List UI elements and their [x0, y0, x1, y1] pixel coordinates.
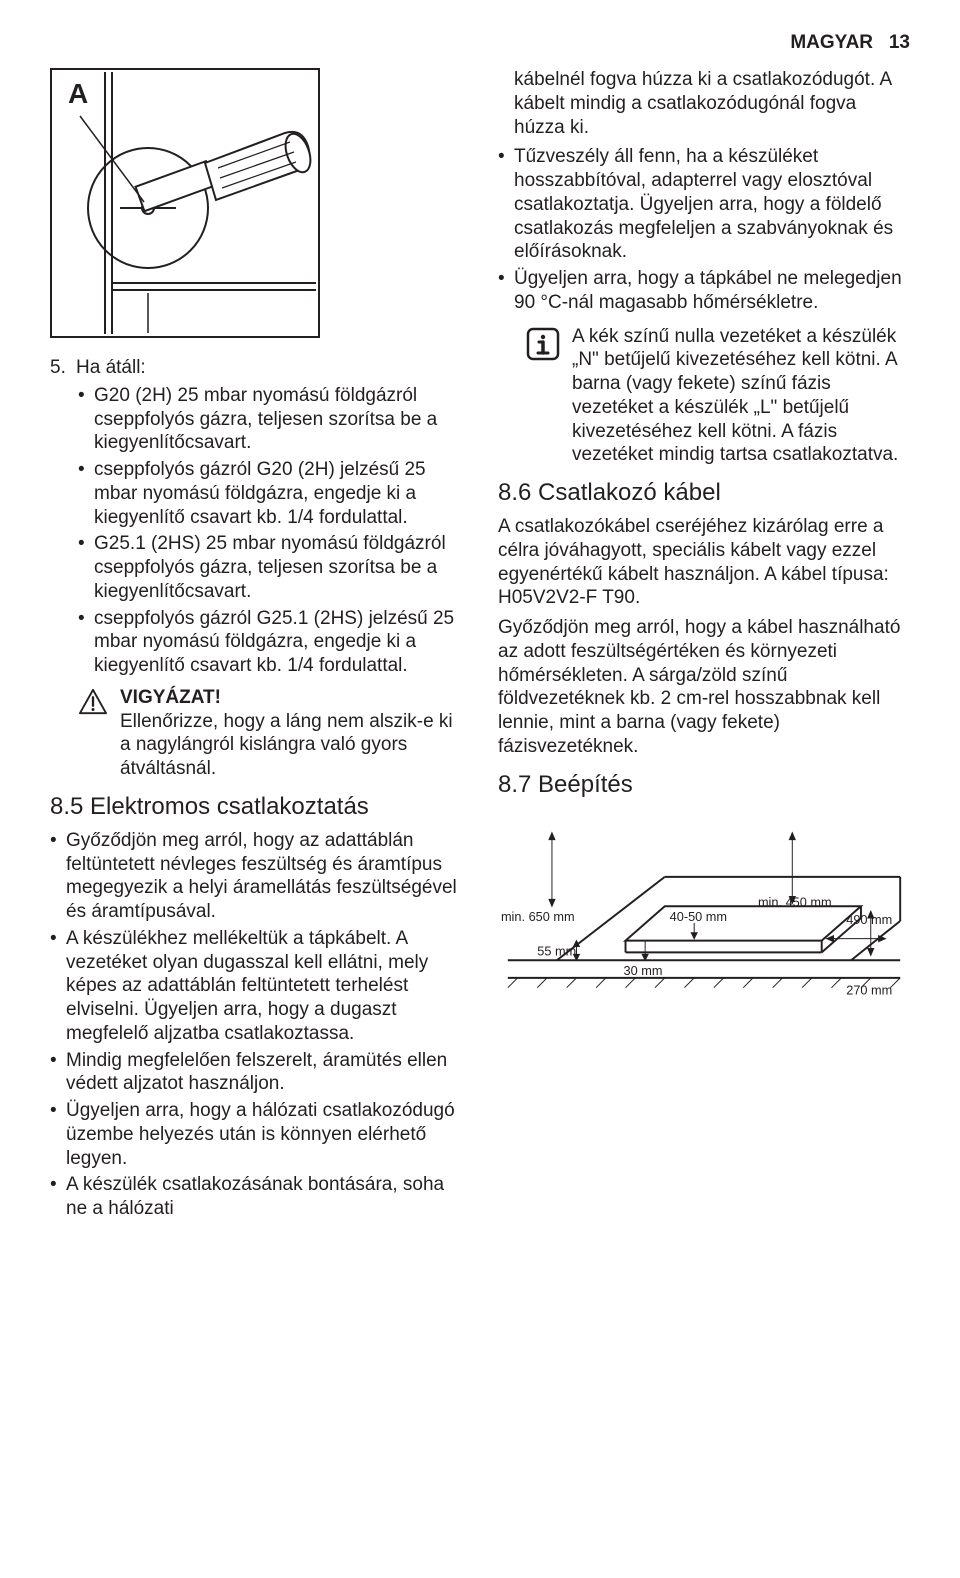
bullet-item: cseppfolyós gázról G20 (2H) jelzésű 25 m… — [78, 458, 462, 529]
figure-screwdriver: A — [50, 68, 320, 338]
warning-content: VIGYÁZAT! Ellenőrizze, hogy a láng nem a… — [120, 686, 462, 781]
bullet-item: cseppfolyós gázról G25.1 (2HS) jelzésű 2… — [78, 607, 462, 678]
dim-4050: 40-50 mm — [670, 909, 727, 924]
info-block: A kék színű nulla vezetéket a készülék „… — [526, 325, 910, 468]
figure-label-a: A — [68, 78, 88, 110]
step-5: 5. Ha átáll: — [50, 356, 462, 380]
step-5-bullets: G20 (2H) 25 mbar nyomású földgázról csep… — [78, 384, 462, 678]
continuation-text: kábelnél fogva húzza ki a csatlakozódugó… — [514, 68, 910, 139]
lang-label: MAGYAR — [790, 32, 873, 53]
warning-icon — [78, 688, 108, 781]
bullet-item: Mindig megfelelően felszerelt, áramütés … — [50, 1049, 462, 1097]
dim-270: 270 mm — [846, 982, 892, 997]
section-8-5-title: 8.5 Elektromos csatlakoztatás — [50, 793, 462, 821]
section-8-6-p1: A csatlakozókábel cseréjéhez kizárólag e… — [498, 515, 910, 610]
warning-block: VIGYÁZAT! Ellenőrizze, hogy a láng nem a… — [78, 686, 462, 781]
right-column: kábelnél fogva húzza ki a csatlakozódugó… — [498, 68, 910, 1224]
page-number: 13 — [889, 32, 910, 53]
bullet-item: A készülékhez mellékeltük a tápkábelt. A… — [50, 927, 462, 1046]
section-8-6-p2: Győződjön meg arról, hogy a kábel haszná… — [498, 616, 910, 759]
bullet-item: Ügyeljen arra, hogy a tápkábel ne melege… — [498, 267, 910, 315]
section-8-7-title: 8.7 Beépítés — [498, 771, 910, 799]
warning-title: VIGYÁZAT! — [120, 686, 462, 710]
bullet-item: A készülék csatlakozásának bontására, so… — [50, 1173, 462, 1221]
page-header: MAGYAR 13 — [50, 32, 910, 54]
bullet-item: G20 (2H) 25 mbar nyomású földgázról csep… — [78, 384, 462, 455]
bullet-item: Tűzveszély áll fenn, ha a készüléket hos… — [498, 145, 910, 264]
section-8-5-bullets: Győződjön meg arról, hogy az adattáblán … — [50, 829, 462, 1221]
step-5-text: Ha átáll: — [76, 356, 146, 380]
dim-650: min. 650 mm — [501, 909, 575, 924]
left-column: A — [50, 68, 462, 1224]
dim-30: 30 mm — [624, 962, 663, 977]
section-8-6-title: 8.6 Csatlakozó kábel — [498, 479, 910, 507]
warning-text: Ellenőrizze, hogy a láng nem alszik-e ki… — [120, 710, 462, 781]
bullet-item: G25.1 (2HS) 25 mbar nyomású földgázról c… — [78, 532, 462, 603]
bullet-item: Győződjön meg arról, hogy az adattáblán … — [50, 829, 462, 924]
dim-55: 55 mm — [537, 943, 576, 958]
right-bullets: Tűzveszély áll fenn, ha a készüléket hos… — [498, 145, 910, 314]
info-icon — [526, 327, 560, 468]
bullet-item: Ügyeljen arra, hogy a hálózati csatlakoz… — [50, 1099, 462, 1170]
info-text: A kék színű nulla vezetéket a készülék „… — [572, 325, 910, 468]
step-5-number: 5. — [50, 356, 76, 380]
figure-install-dimensions: min. 650 mm 55 mm 30 mm 40-50 mm — [498, 811, 910, 1031]
dim-450: min. 450 mm — [758, 894, 832, 909]
content-columns: A — [50, 68, 910, 1224]
